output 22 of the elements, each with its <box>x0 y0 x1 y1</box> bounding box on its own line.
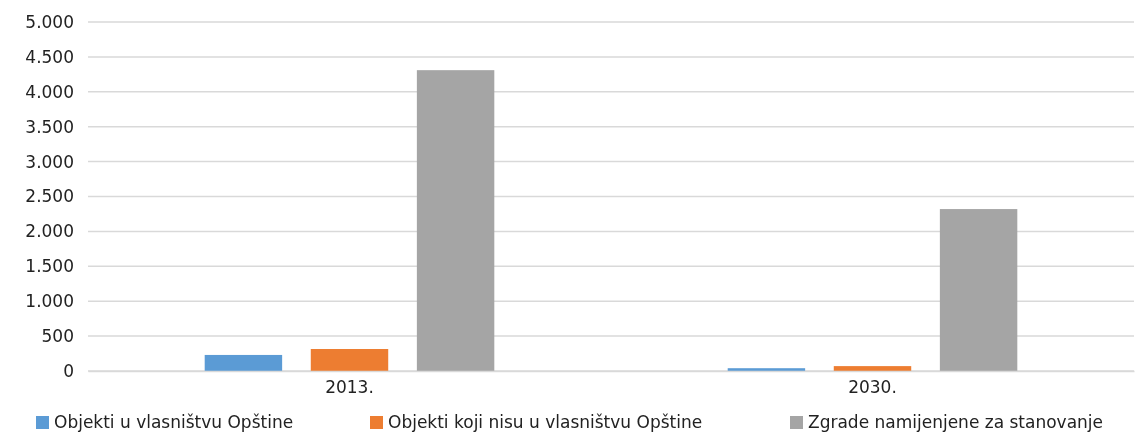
bar <box>939 209 1018 371</box>
y-tick-label: 4.500 <box>25 46 74 67</box>
y-tick-label: 5.000 <box>25 11 74 32</box>
y-tick-label: 3.500 <box>25 116 74 137</box>
bar <box>416 70 495 371</box>
legend-label: Objekti koji nisu u vlasništvu Opštine <box>388 412 703 432</box>
x-tick-label: 2013. <box>325 377 374 398</box>
y-tick-label: 3.000 <box>25 151 74 172</box>
y-tick-label: 1.000 <box>25 291 74 312</box>
y-tick-label: 500 <box>41 326 74 347</box>
y-tick-label: 0 <box>63 360 74 381</box>
x-tick-label: 2030. <box>848 377 897 398</box>
bar <box>310 349 389 371</box>
legend-label: Zgrade namijenjene za stanovanje <box>808 412 1104 432</box>
legend-label: Objekti u vlasništvu Opštine <box>54 412 294 432</box>
bar <box>833 366 912 371</box>
bar <box>204 354 283 371</box>
y-tick-label: 4.000 <box>25 81 74 102</box>
y-tick-label: 2.000 <box>25 221 74 242</box>
bar <box>727 368 806 371</box>
y-tick-label: 2.500 <box>25 186 74 207</box>
y-tick-label: 1.500 <box>25 256 74 277</box>
